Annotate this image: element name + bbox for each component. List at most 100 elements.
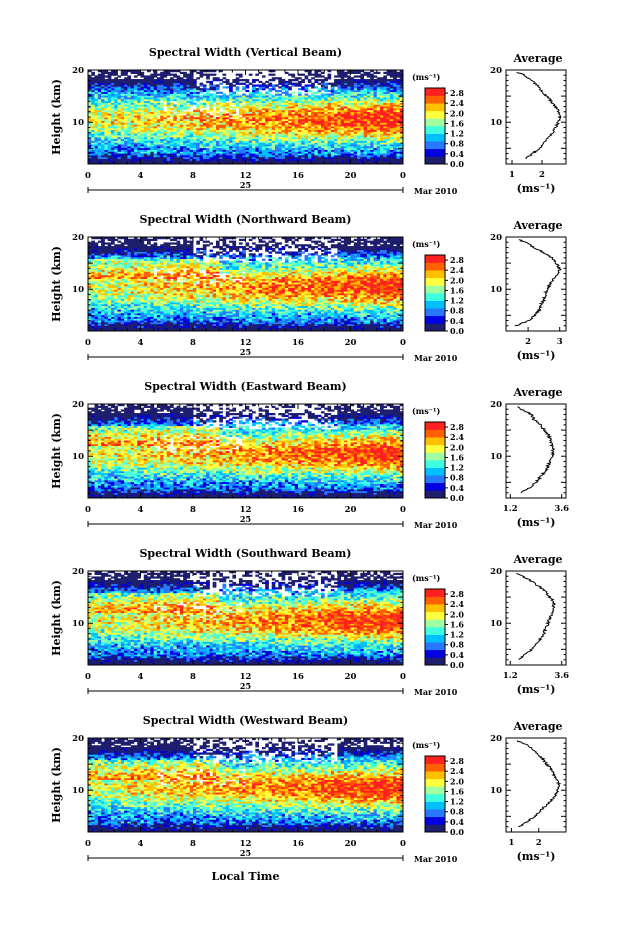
profile-title: Average xyxy=(512,720,562,733)
colorbar-tick-label: 2.4 xyxy=(450,98,464,108)
colorbar-tick-label: 2.8 xyxy=(450,756,464,766)
x-axis-label: Local Time xyxy=(212,870,280,883)
heatmap-cells xyxy=(88,237,403,331)
colorbar-swatch xyxy=(425,293,445,301)
colorbar-swatch xyxy=(425,270,445,278)
colorbar-swatch xyxy=(425,619,445,627)
y-tick-label: 10 xyxy=(72,619,84,629)
panel-2: Spectral Width (Eastward Beam)1020Height… xyxy=(50,380,569,530)
y-axis-label: Height (km) xyxy=(50,413,63,489)
colorbar-unit: (ms⁻¹) xyxy=(412,740,440,750)
y-tick-label: 20 xyxy=(72,233,84,243)
x-tick-label: 8 xyxy=(190,338,196,348)
profile-x-tick-label: 2 xyxy=(525,337,531,347)
y-axis-label: Height (km) xyxy=(50,580,63,656)
profile-line xyxy=(517,741,560,827)
colorbar-swatch xyxy=(425,141,445,149)
date-month-label: Mar 2010 xyxy=(414,353,458,363)
profile-x-tick-label: 1.2 xyxy=(503,504,518,514)
colorbar: (ms⁻¹)0.00.40.81.21.62.02.42.8 xyxy=(412,406,464,503)
y-tick-label: 20 xyxy=(72,734,84,744)
x-tick-label: 4 xyxy=(138,839,144,849)
profile-y-tick-label: 10 xyxy=(490,452,502,462)
x-tick-label: 4 xyxy=(138,171,144,181)
colorbar-swatch xyxy=(425,134,445,142)
profile-x-label: (ms⁻¹) xyxy=(517,349,556,362)
heatmap-cells xyxy=(88,571,403,665)
profile-x-label: (ms⁻¹) xyxy=(517,516,556,529)
y-tick-label: 20 xyxy=(72,567,84,577)
colorbar-swatch xyxy=(425,612,445,620)
panel-4: Spectral Width (Westward Beam)1020Height… xyxy=(50,714,566,864)
panel-title: Spectral Width (Westward Beam) xyxy=(143,714,348,727)
date-day-label: 25 xyxy=(240,514,251,524)
colorbar-tick-label: 1.2 xyxy=(450,630,464,640)
colorbar-tick-label: 0.8 xyxy=(450,306,464,316)
colorbar-tick-label: 0.8 xyxy=(450,640,464,650)
colorbar-tick-label: 0.8 xyxy=(450,139,464,149)
colorbar-tick-label: 2.0 xyxy=(450,776,464,786)
x-tick-label: 20 xyxy=(345,338,357,348)
heatmap-cells xyxy=(88,738,403,832)
x-tick-label: 0 xyxy=(400,672,406,682)
profile-title: Average xyxy=(512,52,562,65)
colorbar-tick-label: 2.8 xyxy=(450,589,464,599)
x-tick-label: 4 xyxy=(138,672,144,682)
colorbar-swatch xyxy=(425,316,445,324)
panel-0: Spectral Width (Vertical Beam)1020Height… xyxy=(50,46,566,196)
colorbar-swatch xyxy=(425,126,445,134)
x-tick-label: 16 xyxy=(292,338,304,348)
colorbar-swatch xyxy=(425,786,445,794)
colorbar-tick-label: 2.4 xyxy=(450,265,464,275)
heatmap-cells xyxy=(88,404,403,498)
colorbar-tick-label: 2.8 xyxy=(450,88,464,98)
spectral-width-figure: Spectral Width (Vertical Beam)1020Height… xyxy=(0,0,622,929)
colorbar-tick-label: 2.0 xyxy=(450,442,464,452)
colorbar-swatch xyxy=(425,824,445,832)
colorbar-swatch xyxy=(425,604,445,612)
profile-title: Average xyxy=(512,553,562,566)
colorbar-tick-label: 1.2 xyxy=(450,797,464,807)
colorbar-swatch xyxy=(425,255,445,263)
panel-1: Spectral Width (Northward Beam)1020Heigh… xyxy=(50,213,566,363)
profile-x-tick-label: 1 xyxy=(509,170,515,180)
colorbar-swatch xyxy=(425,802,445,810)
panel-title: Spectral Width (Northward Beam) xyxy=(140,213,352,226)
profile-x-label: (ms⁻¹) xyxy=(517,850,556,863)
colorbar-tick-label: 2.0 xyxy=(450,275,464,285)
x-tick-label: 20 xyxy=(345,839,357,849)
colorbar-tick-label: 1.2 xyxy=(450,129,464,139)
profile-frame xyxy=(506,237,566,331)
colorbar-swatch xyxy=(425,756,445,764)
colorbar-unit: (ms⁻¹) xyxy=(412,406,440,416)
colorbar-swatch xyxy=(425,452,445,460)
colorbar-swatch xyxy=(425,263,445,271)
panel-title: Spectral Width (Vertical Beam) xyxy=(149,46,342,59)
y-tick-label: 20 xyxy=(72,400,84,410)
y-axis-label: Height (km) xyxy=(50,79,63,155)
profile-title: Average xyxy=(512,219,562,232)
x-tick-label: 20 xyxy=(345,672,357,682)
date-month-label: Mar 2010 xyxy=(414,520,458,530)
x-tick-label: 0 xyxy=(400,839,406,849)
colorbar-tick-label: 1.6 xyxy=(450,786,464,796)
profile-frame xyxy=(506,404,566,498)
y-tick-label: 20 xyxy=(72,66,84,76)
colorbar-tick-label: 0.0 xyxy=(450,326,464,336)
colorbar-tick-label: 2.4 xyxy=(450,766,464,776)
profile-y-tick-label: 20 xyxy=(490,66,502,76)
colorbar-swatch xyxy=(425,794,445,802)
profile-line xyxy=(515,240,561,326)
x-tick-label: 0 xyxy=(85,505,91,515)
y-axis-label: Height (km) xyxy=(50,246,63,322)
colorbar-tick-label: 1.2 xyxy=(450,463,464,473)
colorbar-tick-label: 1.2 xyxy=(450,296,464,306)
colorbar-swatch xyxy=(425,437,445,445)
profile-x-tick-label: 2 xyxy=(536,838,542,848)
profile-x-tick-label: 1 xyxy=(508,838,514,848)
x-tick-label: 0 xyxy=(85,338,91,348)
x-tick-label: 16 xyxy=(292,171,304,181)
profile-x-tick-label: 3.6 xyxy=(554,504,569,514)
